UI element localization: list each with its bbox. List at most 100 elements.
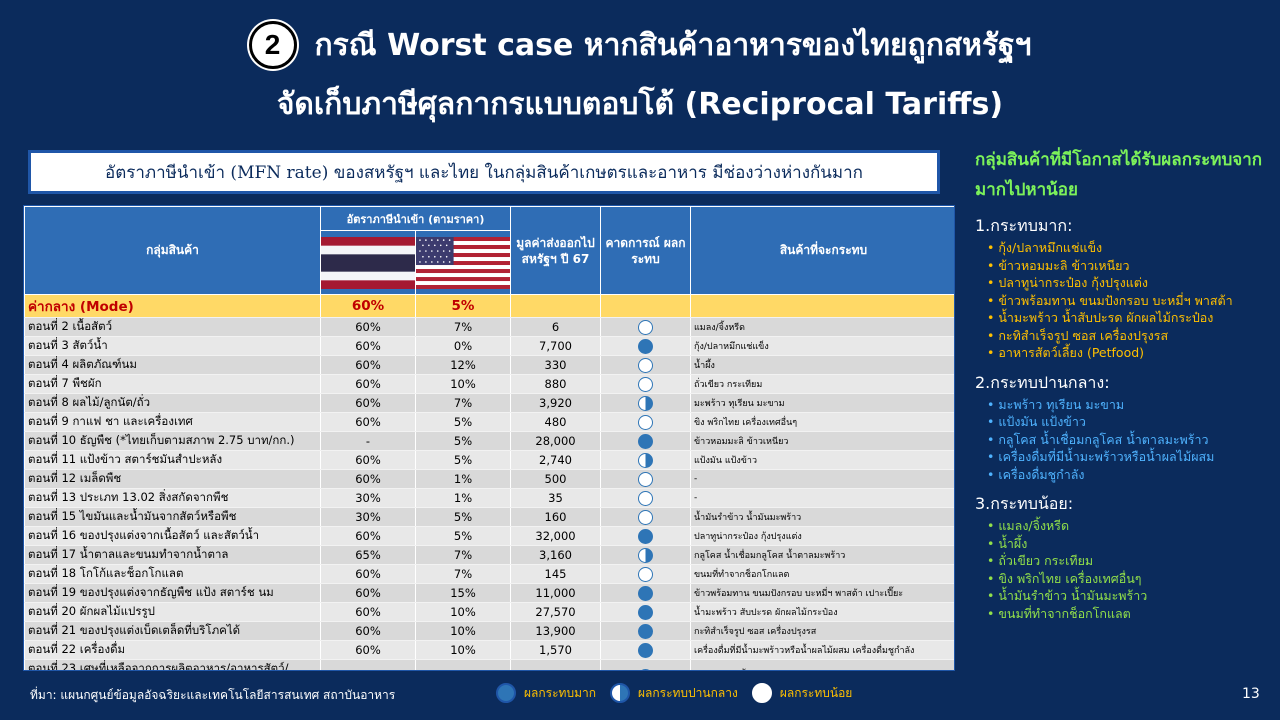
legend-label: ผลกระทบปานกลาง	[637, 685, 738, 700]
product-group-cell: ตอนที่ 10 ธัญพืช (*ไทยเก็บตามสภาพ 2.75 บ…	[24, 431, 321, 451]
impact-legend: ผลกระทบมาก ผลกระทบปานกลาง ผลกระทบน้อย	[496, 683, 852, 703]
affected-products-cell: กุ้ง/ปลาหมึกแช่แข็ง	[690, 336, 954, 356]
impact-high-icon	[638, 604, 653, 620]
product-group-cell: ตอนที่ 22 เครื่องดื่ม	[24, 640, 321, 660]
impact-cell	[600, 374, 691, 394]
product-group-cell: ตอนที่ 17 น้ำตาลและขนมทำจากน้ำตาล	[24, 545, 321, 565]
mode-row: ค่ากลาง (Mode) 60% 5%	[24, 294, 954, 318]
affected-products-cell: ขนมที่ทำจากช็อกโกแลต	[690, 564, 954, 584]
usa-rate-cell: 7%	[415, 317, 511, 337]
impact-low-icon	[638, 414, 653, 430]
mode-empty-cell	[510, 294, 601, 318]
header-group: กลุ่มสินค้า	[24, 206, 321, 295]
page-number: 13	[1242, 686, 1260, 702]
mode-empty-cell	[600, 294, 691, 318]
product-group-cell: ตอนที่ 23 เศษที่เหลือจากการผลิตอาหาร/อาห…	[24, 659, 321, 670]
product-group-cell: ตอนที่ 21 ของปรุงแต่งเบ็ดเตล็ดที่บริโภคไ…	[24, 621, 321, 641]
table-row: ตอนที่ 12 เมล็ดพืช 60% 1% 500 -	[24, 469, 954, 489]
export-value-cell: 35	[510, 488, 601, 508]
impact-group-item: ถั่วเขียว กระเทียม	[987, 552, 1275, 570]
thailand-rate-cell: 60%	[320, 602, 416, 622]
impact-cell	[600, 469, 691, 489]
table-row: ตอนที่ 2 เนื้อสัตว์ 60% 7% 6 แมลง/จิ้งหรีด	[24, 317, 954, 337]
usa-rate-cell: 7%	[415, 564, 511, 584]
export-value-cell: 32,000	[510, 526, 601, 546]
impact-cell	[600, 526, 691, 546]
usa-rate-cell: 12%	[415, 355, 511, 375]
usa-rate-cell: 10%	[415, 640, 511, 660]
export-value-cell: 3,920	[510, 393, 601, 413]
affected-products-cell: -	[690, 469, 954, 489]
thailand-rate-cell: 60%	[320, 640, 416, 660]
legend-item: ผลกระทบปานกลาง	[609, 683, 738, 703]
impact-group-item: ปลาทูน่ากระป๋อง กุ้งปรุงแต่ง	[987, 274, 1275, 292]
usa-rate-cell: 0%	[415, 336, 511, 356]
table-row: ตอนที่ 7 พืชผัก 60% 10% 880 ถั่วเขียว กระเที…	[24, 374, 954, 394]
thailand-flag-cell	[320, 230, 416, 295]
impact-high-icon	[638, 433, 653, 449]
export-value-cell: 1,570	[510, 640, 601, 660]
usa-rate-cell: 10%	[415, 602, 511, 622]
impact-high-icon	[496, 683, 516, 703]
impact-high-icon	[638, 668, 653, 670]
impact-mid-icon	[638, 547, 653, 563]
impact-group-heading: 3.กระทบน้อย:	[975, 494, 1074, 513]
impact-group-item: ข้าวพร้อมทาน ขนมปังกรอบ บะหมี่ฯ พาสต้า	[987, 292, 1275, 310]
impact-group-item: น้ำมันรำข้าว น้ำมันมะพร้าว	[987, 587, 1275, 605]
subtitle-box: อัตราภาษีนำเข้า (MFN rate) ของสหรัฐฯ และ…	[28, 150, 940, 194]
affected-products-cell: กลูโคส น้ำเชื่อมกลูโคส น้ำตาลมะพร้าว	[690, 545, 954, 565]
product-group-cell: ตอนที่ 20 ผักผลไม้แปรรูป	[24, 602, 321, 622]
table-row: ตอนที่ 15 ไขมันและน้ำมันจากสัตว์หรือพืช 3…	[24, 507, 954, 527]
impact-group-item: อาหารสัตว์เลี้ยง (Petfood)	[987, 344, 1275, 362]
impact-cell	[600, 564, 691, 584]
usa-rate-cell: 5%	[415, 526, 511, 546]
product-group-cell: ตอนที่ 8 ผลไม้/ลูกนัต/ถั่ว	[24, 393, 321, 413]
product-group-cell: ตอนที่ 4 ผลิตภัณฑ์นม	[24, 355, 321, 375]
header-impact: คาดการณ์ ผลกระทบ	[600, 206, 691, 295]
product-group-cell: ตอนที่ 19 ของปรุงแต่งจากธัญพืช แป้ง สตาร…	[24, 583, 321, 603]
product-group-cell: ตอนที่ 13 ประเภท 13.02 สิ่งสกัดจากพืช	[24, 488, 321, 508]
affected-products-cell: มะพร้าว ทุเรียน มะขาม	[690, 393, 954, 413]
export-value-cell: 7,700	[510, 336, 601, 356]
impact-cell	[600, 659, 691, 670]
affected-products-cell: ข้าวพร้อมทาน ขนมปังกรอบ บะหมี่ฯ พาสต้า เ…	[690, 583, 954, 603]
export-value-cell: 11,000	[510, 583, 601, 603]
table-row: ตอนที่ 4 ผลิตภัณฑ์นม 60% 12% 330 น้ำผึ้ง	[24, 355, 954, 375]
impact-group-list: แมลง/จิ้งหรีดน้ำผึ้งถั่วเขียว กระเทียมขิ…	[975, 517, 1275, 622]
title-text-line2: จัดเก็บภาษีศุลกากรแบบตอบโต้ (Reciprocal …	[276, 87, 1004, 122]
impact-cell	[600, 507, 691, 527]
slide-title-line1: 2 กรณี Worst case หากสินค้าอาหารของไทยถู…	[160, 21, 1120, 69]
affected-products-cell: -	[690, 488, 954, 508]
legend-label: ผลกระทบมาก	[524, 685, 596, 700]
impact-group-item: กลูโคส น้ำเชื่อมกลูโคส น้ำตาลมะพร้าว	[987, 431, 1275, 449]
impact-cell	[600, 336, 691, 356]
impact-cell	[600, 640, 691, 660]
impact-cell	[600, 545, 691, 565]
impact-low-icon	[638, 566, 653, 582]
export-value-cell: 27,570	[510, 602, 601, 622]
thailand-rate-cell: 60%	[320, 526, 416, 546]
impact-group-item: ขนมที่ทำจากช็อกโกแลต	[987, 605, 1275, 623]
impact-high-icon	[638, 642, 653, 658]
usa-rate-cell: 7%	[415, 393, 511, 413]
affected-products-cell: ข้าวหอมมะลิ ข้าวเหนียว	[690, 431, 954, 451]
export-value-cell: 28,000	[510, 431, 601, 451]
table-row: ตอนที่ 16 ของปรุงแต่งจากเนื้อสัตว์ และสั…	[24, 526, 954, 546]
usa-rate-cell: 5%	[415, 412, 511, 432]
mode-us-rate: 5%	[415, 294, 511, 318]
table-row: ตอนที่ 13 ประเภท 13.02 สิ่งสกัดจากพืช 30%…	[24, 488, 954, 508]
affected-products-cell: น้ำมะพร้าว สับปะรด ผักผลไม้กระป๋อง	[690, 602, 954, 622]
impact-side-panel: กลุ่มสินค้าที่มีโอกาสได้รับผลกระทบจากมาก…	[975, 145, 1275, 622]
impact-high-icon	[638, 338, 653, 354]
affected-products-cell: แมลง/จิ้งหรีด	[690, 317, 954, 337]
usa-rate-cell: 1%	[415, 488, 511, 508]
product-group-cell: ตอนที่ 11 แป้งข้าว สตาร์ชมันสำปะหลัง	[24, 450, 321, 470]
impact-group-item: กะทิสำเร็จรูป ซอส เครื่องปรุงรส	[987, 327, 1275, 345]
export-value-cell: 330	[510, 355, 601, 375]
usa-rate-cell: 5%	[415, 431, 511, 451]
table-row: ตอนที่ 22 เครื่องดื่ม 60% 10% 1,570 เครื่องด…	[24, 640, 954, 660]
product-group-cell: ตอนที่ 18 โกโก้และช็อกโกแลต	[24, 564, 321, 584]
thailand-rate-cell: 60%	[320, 374, 416, 394]
impact-group-item: แป้งมัน แป้งข้าว	[987, 413, 1275, 431]
impact-cell	[600, 488, 691, 508]
